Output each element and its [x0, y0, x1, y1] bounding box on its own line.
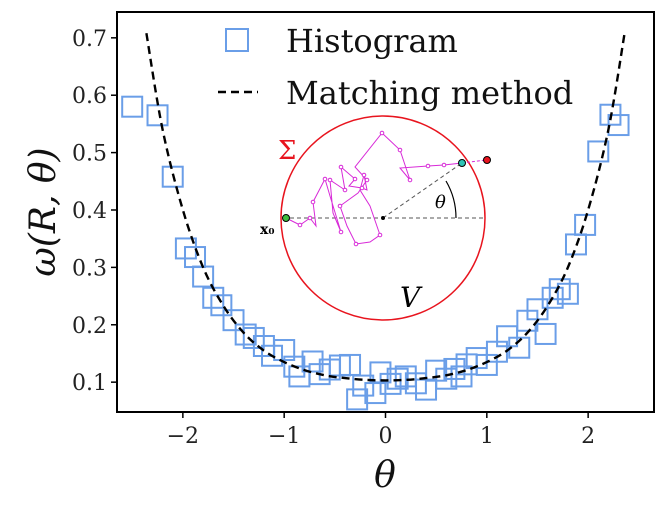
- inset-start-point: [282, 214, 290, 222]
- x-axis-ticks: −2 −1 0 1 2: [167, 412, 595, 449]
- histogram-point: [534, 322, 557, 345]
- inset-boundary-label: Σ: [278, 136, 296, 166]
- histogram-point: [210, 294, 233, 317]
- histogram-point: [161, 165, 184, 188]
- x-axis-label: θ: [374, 455, 396, 496]
- inset-angle-label: θ: [435, 192, 446, 213]
- histogram-point: [192, 265, 215, 288]
- inset-diagram: Σ V x₀ θ: [260, 115, 491, 321]
- histogram-point: [379, 372, 402, 395]
- legend: Histogram Matching method: [218, 22, 573, 112]
- histogram-point: [352, 374, 375, 397]
- histogram-point: [548, 278, 571, 301]
- y-tick-label: 0.1: [72, 371, 107, 396]
- histogram-point: [121, 95, 144, 118]
- matching-method-curve: [145, 33, 626, 382]
- inset-center-point: [381, 216, 385, 220]
- histogram-point: [450, 365, 473, 388]
- y-tick-label: 0.2: [72, 314, 107, 339]
- histogram-point: [222, 309, 245, 332]
- y-tick-label: 0.4: [72, 199, 107, 224]
- y-tick-label: 0.6: [72, 84, 107, 109]
- x-tick-label: −1: [268, 424, 300, 449]
- inset-domain-label: V: [400, 281, 423, 314]
- inset-hit-point: [458, 159, 466, 167]
- histogram-point: [587, 140, 610, 163]
- histogram-point: [443, 357, 466, 380]
- inset-angle-arc: [445, 180, 457, 219]
- histogram-point: [146, 104, 169, 127]
- legend-histogram-marker: [225, 28, 249, 52]
- inset-exit-point: [483, 156, 491, 164]
- y-tick-label: 0.7: [72, 27, 107, 52]
- inset-walk-nodes: [297, 130, 447, 247]
- histogram-point: [496, 325, 519, 348]
- histogram-point: [346, 388, 369, 411]
- x-tick-label: −2: [167, 424, 199, 449]
- legend-matching-label: Matching method: [286, 74, 573, 112]
- histogram-series: [121, 95, 630, 411]
- histogram-point: [556, 282, 579, 305]
- inset-boundary-circle: [280, 115, 486, 321]
- histogram-point: [234, 323, 257, 346]
- histogram-point: [541, 286, 564, 309]
- inset-start-label: x₀: [260, 222, 274, 238]
- inset-exit-step: [461, 159, 487, 164]
- plot-frame: [116, 11, 655, 413]
- x-tick-label: 2: [581, 424, 595, 449]
- y-tick-label: 0.3: [72, 256, 107, 281]
- x-tick-label: 0: [379, 424, 393, 449]
- y-axis-ticks: 0.1 0.2 0.3 0.4 0.5 0.6 0.7: [72, 27, 117, 396]
- histogram-point: [574, 213, 597, 236]
- y-axis-label: ω(R, θ): [23, 147, 64, 276]
- x-tick-label: 1: [480, 424, 494, 449]
- legend-histogram-label: Histogram: [286, 22, 458, 60]
- inset-random-walk: [285, 132, 463, 245]
- y-tick-label: 0.5: [72, 142, 107, 167]
- histogram-point: [261, 344, 284, 367]
- histogram-point: [339, 353, 362, 376]
- histogram-point: [301, 350, 324, 373]
- inset-radius-line: [382, 162, 463, 219]
